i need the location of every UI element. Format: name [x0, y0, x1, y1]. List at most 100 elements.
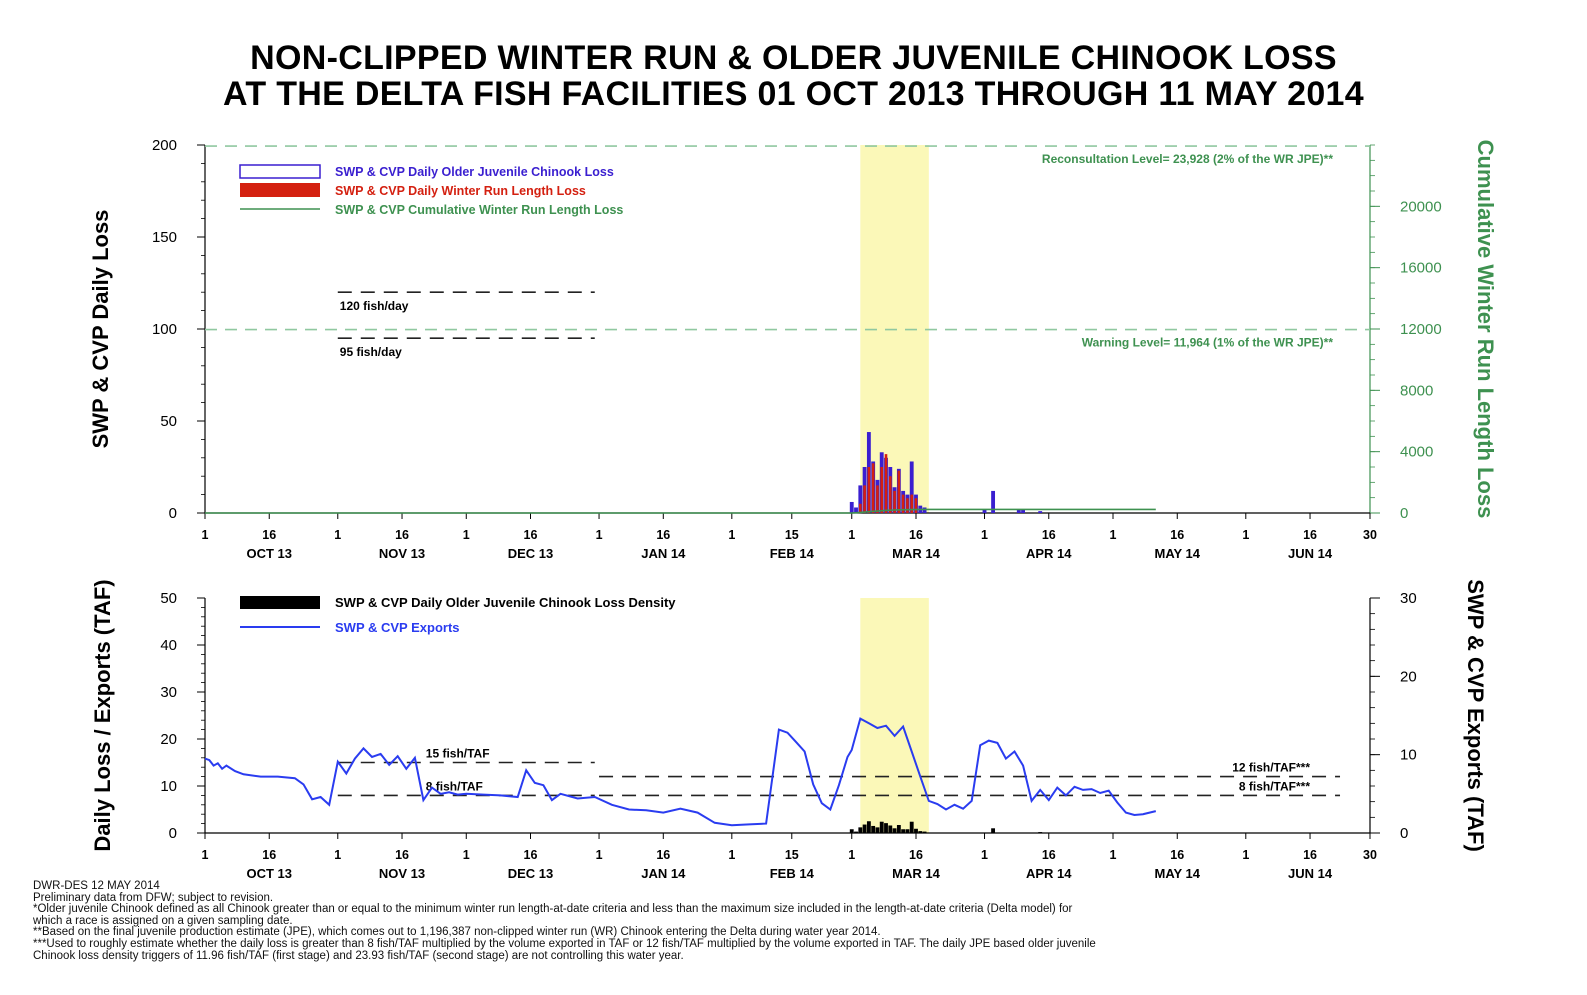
density-bar	[914, 828, 918, 833]
legend-swatch-winter-run	[240, 183, 320, 197]
density-bar	[875, 827, 880, 833]
x-month-label: APR 14	[1026, 546, 1072, 561]
y-tick-label: 100	[152, 321, 177, 338]
cumulative-line	[205, 508, 1156, 514]
x-month-label: JAN 14	[641, 866, 686, 880]
y2-tick-label: 30	[1400, 590, 1417, 607]
winter-run-bar	[889, 476, 892, 513]
legend-label: SWP & CVP Exports	[335, 620, 460, 635]
legend-label: SWP & CVP Daily Older Juvenile Chinook L…	[335, 165, 614, 179]
winter-run-bar	[859, 503, 862, 513]
x-tick-label: 1	[596, 528, 603, 542]
x-month-label: MAY 14	[1154, 546, 1200, 561]
winter-run-bar	[914, 498, 918, 513]
density-bar	[905, 829, 910, 833]
x-tick-label: 16	[262, 528, 276, 542]
density-bar	[896, 825, 901, 833]
density-bar	[901, 829, 906, 833]
y2-axis-title: SWP & CVP Exports (TAF)	[1463, 579, 1488, 852]
winter-run-bar	[901, 494, 905, 513]
x-tick-label: 1	[334, 848, 341, 862]
x-tick-label: 1	[1242, 528, 1249, 542]
chart-title-line-2: AT THE DELTA FISH FACILITIES 01 OCT 2013…	[223, 75, 1364, 113]
y2-tick-label: 8000	[1400, 382, 1433, 399]
x-month-label: NOV 13	[379, 546, 425, 561]
legend-label: SWP & CVP Daily Older Juvenile Chinook L…	[335, 595, 676, 610]
y2-tick-label: 10	[1400, 747, 1417, 764]
winter-run-bar	[884, 454, 888, 513]
density-bar	[858, 827, 863, 833]
x-tick-label: 1	[848, 848, 855, 862]
older-juvenile-bar	[922, 507, 927, 513]
y-axis-title: Daily Loss / Exports (TAF)	[90, 579, 115, 851]
x-tick-label: 1	[202, 528, 209, 542]
y-tick-label: 20	[160, 731, 177, 748]
older-juvenile-bar	[849, 501, 854, 513]
y-tick-label: 50	[160, 413, 177, 430]
x-month-label: NOV 13	[379, 866, 425, 880]
x-tick-label: 30	[1363, 848, 1377, 862]
density-bar	[922, 831, 927, 833]
x-tick-label: 16	[656, 848, 670, 862]
y2-axis-title: Cumulative Winter Run Length Loss	[1473, 140, 1498, 519]
y2-tick-label: 20000	[1400, 198, 1442, 215]
footnote-line: ***Used to roughly estimate whether the …	[33, 937, 1096, 950]
x-tick-label: 16	[909, 848, 923, 862]
y2-tick-label: 12000	[1400, 321, 1442, 338]
y-axis-title: SWP & CVP Daily Loss	[88, 210, 113, 449]
x-tick-label: 16	[1170, 848, 1184, 862]
density-bar	[918, 831, 923, 833]
exports-line	[204, 717, 1157, 827]
x-tick-label: 16	[1303, 528, 1317, 542]
reference-label: 95 fish/day	[340, 345, 402, 359]
y-tick-label: 0	[169, 825, 177, 842]
density-bar	[892, 828, 897, 833]
x-month-label: JUN 14	[1288, 546, 1333, 561]
y-tick-label: 150	[152, 229, 177, 246]
winter-run-bar	[863, 485, 866, 513]
chart-title: NON-CLIPPED WINTER RUN & OLDER JUVENILE …	[0, 40, 1587, 112]
density-bar	[909, 821, 914, 833]
x-month-label: FEB 14	[770, 546, 815, 561]
y2-tick-label: 0	[1400, 505, 1408, 522]
x-tick-label: 16	[1042, 528, 1056, 542]
reference-label: Reconsultation Level= 23,928 (2% of the …	[1042, 152, 1333, 166]
x-tick-label: 16	[1170, 528, 1184, 542]
x-tick-label: 16	[524, 528, 538, 542]
x-tick-label: 1	[1110, 848, 1117, 862]
x-tick-label: 16	[395, 848, 409, 862]
density-bar	[862, 824, 867, 833]
y-tick-label: 50	[160, 590, 177, 607]
y-tick-label: 30	[160, 684, 177, 701]
winter-run-bar	[880, 467, 884, 513]
winter-run-bar	[871, 463, 875, 513]
density-bar	[884, 823, 888, 833]
x-month-label: OCT 13	[246, 546, 292, 561]
footnote-line: which a race is assigned on a given samp…	[33, 914, 293, 927]
x-month-label: APR 14	[1026, 866, 1072, 880]
legend-label: SWP & CVP Cumulative Winter Run Length L…	[335, 203, 623, 217]
x-tick-label: 1	[1242, 848, 1249, 862]
x-tick-label: 1	[728, 848, 735, 862]
x-month-label: OCT 13	[246, 866, 292, 880]
y2-tick-label: 4000	[1400, 444, 1433, 461]
older-juvenile-bar	[1021, 509, 1025, 513]
density-bar	[866, 821, 871, 833]
x-month-label: MAR 14	[892, 546, 940, 561]
x-tick-label: 16	[1042, 848, 1056, 862]
footnote-line: Preliminary data from DFW; subject to re…	[33, 891, 274, 904]
density-bar	[991, 828, 996, 833]
legend-label: SWP & CVP Daily Winter Run Length Loss	[335, 184, 586, 198]
chart-title-line-1: NON-CLIPPED WINTER RUN & OLDER JUVENILE …	[250, 39, 1337, 77]
highlight-band	[860, 598, 929, 833]
x-tick-label: 1	[202, 848, 209, 862]
density-bar	[854, 831, 858, 833]
x-tick-label: 1	[463, 848, 470, 862]
density-bar	[849, 829, 854, 833]
x-tick-label: 16	[395, 528, 409, 542]
winter-run-bar	[876, 485, 879, 513]
older-juvenile-bar	[1038, 511, 1043, 513]
legend-swatch-density	[240, 596, 320, 609]
winter-run-bar	[910, 494, 913, 513]
